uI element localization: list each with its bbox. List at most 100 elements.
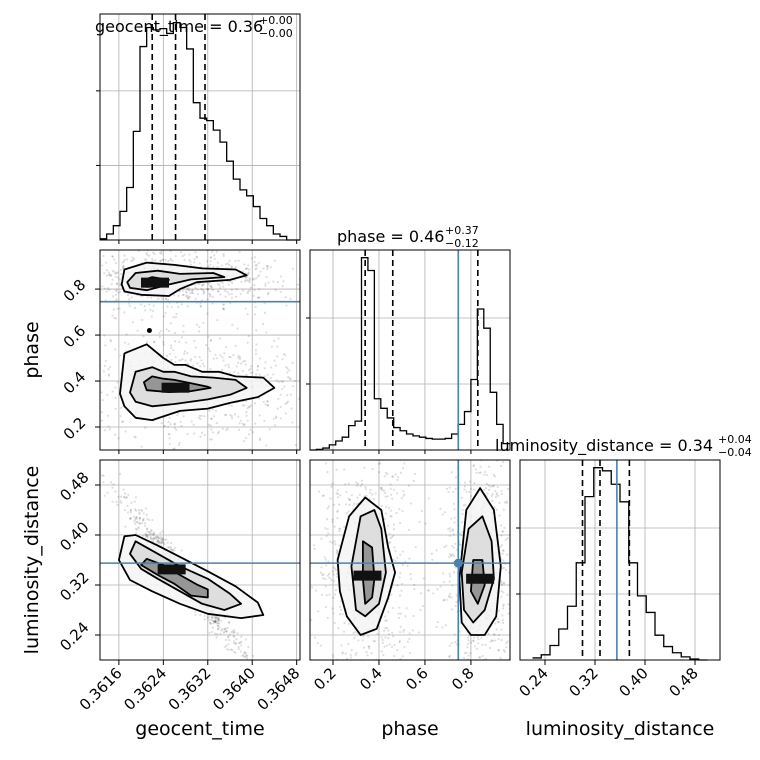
sample-point-geocent-time-vs-phase <box>255 267 258 270</box>
sample-point-phase-vs-luminosity-distance <box>479 471 482 474</box>
sample-point-geocent-time-vs-phase <box>245 414 248 417</box>
sample-point-geocent-time-vs-phase <box>172 447 175 450</box>
sample-point-geocent-time-vs-phase <box>200 284 204 287</box>
sample-point-phase-vs-luminosity-distance <box>337 627 340 630</box>
sample-point-phase-vs-luminosity-distance <box>386 431 388 433</box>
sample-point-geocent-time-vs-phase <box>201 283 204 286</box>
sample-point-phase-vs-luminosity-distance <box>390 493 393 496</box>
sample-point-geocent-time-vs-phase <box>253 260 256 263</box>
sample-point-geocent-time-vs-phase <box>103 272 106 275</box>
sample-point-geocent-time-vs-phase <box>205 344 208 347</box>
sample-point-phase-vs-luminosity-distance <box>469 487 473 490</box>
sample-point-geocent-time-vs-phase <box>133 435 136 438</box>
sample-point-phase-vs-luminosity-distance <box>461 530 464 534</box>
sample-point-geocent-time-vs-phase <box>109 338 112 342</box>
sample-point-phase-vs-luminosity-distance <box>361 639 364 642</box>
sample-point-geocent-time-vs-phase <box>170 358 173 362</box>
sample-point-geocent-time-vs-luminosity-distance <box>226 626 229 630</box>
sample-point-geocent-time-vs-phase <box>114 289 118 292</box>
sample-point-geocent-time-vs-phase <box>131 321 134 324</box>
sample-point-geocent-time-vs-phase <box>211 408 214 411</box>
sample-point-phase-vs-luminosity-distance <box>324 577 327 581</box>
sample-point-geocent-time-vs-luminosity-distance <box>151 538 154 541</box>
sample-point-phase-vs-luminosity-distance <box>392 528 396 531</box>
sample-point-geocent-time-vs-phase <box>254 349 258 352</box>
sample-point-geocent-time-vs-phase <box>172 316 175 319</box>
xtick-label-geocent-time-1: 0.3624 <box>120 664 170 714</box>
sample-point-phase-vs-luminosity-distance <box>448 655 451 659</box>
sample-point-phase-vs-luminosity-distance <box>490 639 494 642</box>
sample-point-phase-vs-luminosity-distance <box>348 498 351 502</box>
sample-point-geocent-time-vs-phase <box>241 289 244 292</box>
title-luminosity-distance-minus: −0.04 <box>718 446 752 459</box>
sample-point-geocent-time-vs-luminosity-distance <box>156 540 160 543</box>
sample-point-geocent-time-vs-luminosity-distance <box>157 536 161 539</box>
sample-point-phase-vs-luminosity-distance <box>534 513 536 515</box>
sample-point-phase-vs-luminosity-distance <box>372 497 375 501</box>
sample-point-geocent-time-vs-phase <box>112 295 115 298</box>
sample-point-geocent-time-vs-phase <box>311 391 313 393</box>
sample-point-phase-vs-luminosity-distance <box>402 490 405 493</box>
sample-point-geocent-time-vs-luminosity-distance <box>235 638 238 641</box>
sample-point-phase-vs-luminosity-distance <box>448 572 451 575</box>
sample-point-geocent-time-vs-phase <box>91 396 93 398</box>
sample-point-geocent-time-vs-phase <box>92 424 94 426</box>
sample-point-phase-vs-luminosity-distance <box>327 560 330 563</box>
sample-point-phase-vs-luminosity-distance <box>404 560 407 563</box>
sample-point-phase-vs-luminosity-distance <box>403 462 406 465</box>
sample-point-geocent-time-vs-phase <box>232 353 235 357</box>
sample-point-geocent-time-vs-phase <box>282 352 286 356</box>
sample-point-geocent-time-vs-phase <box>211 302 214 305</box>
sample-point-geocent-time-vs-luminosity-distance <box>227 639 231 642</box>
sample-point-geocent-time-vs-phase <box>222 254 225 258</box>
sample-point-geocent-time-vs-luminosity-distance <box>122 496 126 499</box>
sample-point-geocent-time-vs-phase <box>168 442 171 446</box>
sample-point-phase-vs-luminosity-distance <box>409 573 412 576</box>
sample-point-geocent-time-vs-phase <box>223 303 226 306</box>
sample-point-geocent-time-vs-luminosity-distance <box>253 667 255 669</box>
sample-point-phase-vs-luminosity-distance <box>331 607 334 610</box>
sample-point-geocent-time-vs-phase <box>111 390 114 393</box>
sample-point-geocent-time-vs-luminosity-distance <box>150 529 153 532</box>
sample-point-geocent-time-vs-phase <box>187 288 190 292</box>
sample-point-phase-vs-luminosity-distance <box>476 636 479 639</box>
sample-point-geocent-time-vs-phase <box>237 415 240 418</box>
sample-point-geocent-time-vs-phase <box>200 431 204 434</box>
sample-point-phase-vs-luminosity-distance <box>384 512 387 515</box>
sample-point-phase-vs-luminosity-distance <box>332 566 335 569</box>
sample-point-geocent-time-vs-phase <box>173 422 176 425</box>
sample-point-phase-vs-luminosity-distance <box>394 559 397 562</box>
sample-point-phase-vs-luminosity-distance <box>469 641 473 644</box>
sample-point-phase-vs-luminosity-distance <box>383 405 385 407</box>
sample-point-geocent-time-vs-luminosity-distance <box>210 615 213 618</box>
sample-point-geocent-time-vs-phase <box>215 250 218 253</box>
sample-point-phase-vs-luminosity-distance <box>497 648 500 652</box>
sample-point-geocent-time-vs-luminosity-distance <box>223 630 226 633</box>
sample-point-geocent-time-vs-luminosity-distance <box>140 509 144 512</box>
sample-point-phase-vs-luminosity-distance <box>357 672 359 674</box>
xtick-label-phase-3: 0.8 <box>448 664 478 694</box>
sample-point-phase-vs-luminosity-distance <box>453 521 456 524</box>
sample-point-phase-vs-luminosity-distance <box>324 606 328 609</box>
sample-point-phase-vs-luminosity-distance <box>402 630 405 633</box>
sample-point-phase-vs-luminosity-distance <box>373 640 376 643</box>
sample-point-geocent-time-vs-phase <box>229 356 232 359</box>
sample-point-geocent-time-vs-phase <box>276 345 279 348</box>
sample-point-geocent-time-vs-luminosity-distance <box>159 541 162 544</box>
sample-point-geocent-time-vs-phase <box>318 367 320 369</box>
sample-point-phase-vs-luminosity-distance <box>381 638 384 642</box>
sample-point-geocent-time-vs-luminosity-distance <box>138 518 141 521</box>
sample-point-phase-vs-luminosity-distance <box>347 622 351 625</box>
sample-point-geocent-time-vs-luminosity-distance <box>103 494 106 497</box>
sample-point-geocent-time-vs-phase <box>248 278 252 281</box>
sample-point-phase-vs-luminosity-distance <box>485 473 489 477</box>
sample-point-geocent-time-vs-phase <box>197 282 201 286</box>
sample-point-geocent-time-vs-phase <box>169 257 172 260</box>
sample-point-geocent-time-vs-phase <box>151 309 154 313</box>
sample-point-geocent-time-vs-phase <box>325 375 327 377</box>
sample-point-geocent-time-vs-phase <box>96 281 98 283</box>
sample-point-phase-vs-luminosity-distance <box>398 606 401 609</box>
sample-point-phase-vs-luminosity-distance <box>494 639 497 642</box>
sample-point-geocent-time-vs-phase <box>247 272 250 275</box>
